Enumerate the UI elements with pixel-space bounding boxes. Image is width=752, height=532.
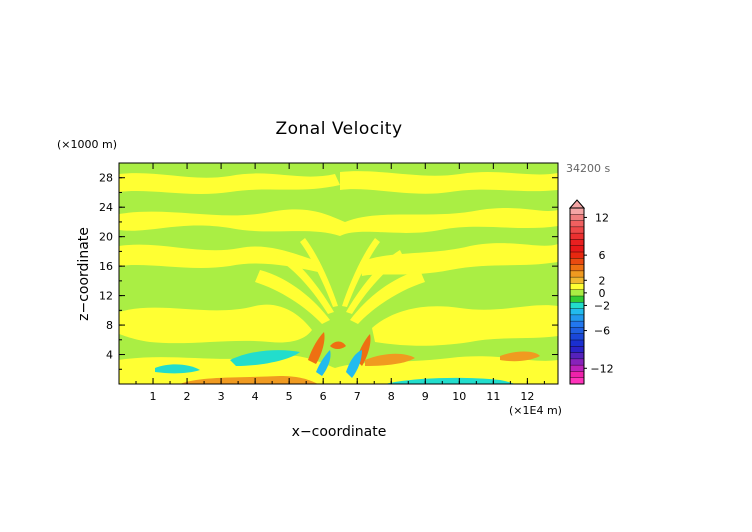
colorbar-swatch	[570, 377, 584, 385]
colorbar: 12 6 20−2 −6 −12	[568, 199, 614, 385]
y-axis: 4 8 12 16 20 24 28	[99, 172, 558, 370]
x-tick-label: 12	[520, 390, 534, 403]
colorbar-swatch	[570, 208, 584, 215]
contour-band	[119, 304, 312, 344]
field-background	[119, 163, 558, 384]
x-tick-label: 6	[320, 390, 327, 403]
y-tick-label: 12	[99, 290, 113, 303]
y-tick-label: 20	[99, 231, 113, 244]
colorbar-swatch	[570, 289, 584, 297]
colorbar-swatch	[570, 245, 584, 253]
contour-band	[180, 376, 318, 384]
heatmap-field	[119, 163, 558, 384]
colorbar-swatch	[570, 277, 584, 284]
colorbar-swatch	[570, 358, 584, 366]
colorbar-label: −6	[594, 325, 610, 338]
colorbar-swatch	[570, 314, 584, 322]
colorbar-label: 2	[599, 274, 606, 287]
colorbar-swatch	[570, 264, 584, 272]
colorbar-swatch	[570, 239, 584, 247]
x-axis: 1 2 3 4 5 6 7 8 9 10 11 12	[135, 163, 545, 403]
chart-title: Zonal Velocity	[275, 119, 402, 139]
contour-band	[500, 351, 540, 362]
y-tick-label: 24	[99, 201, 113, 214]
colorbar-swatch	[570, 283, 584, 291]
contour-band	[255, 270, 330, 324]
y-tick-label: 4	[106, 349, 113, 362]
y-tick-label: 28	[99, 172, 113, 185]
colorbar-frame	[569, 207, 585, 385]
colorbar-label: 0	[599, 287, 606, 300]
contour-band	[119, 244, 320, 272]
colorbar-swatch	[570, 365, 584, 372]
contour-band	[350, 270, 425, 324]
colorbar-swatch	[570, 252, 584, 259]
contour-band	[372, 305, 558, 346]
x-tick-label: 4	[252, 390, 259, 403]
contour-band	[330, 341, 346, 349]
contour-band	[276, 250, 334, 314]
contour-band	[119, 355, 558, 384]
contour-band	[365, 353, 415, 366]
x-tick-label: 10	[452, 390, 466, 403]
plot-frame	[118, 162, 559, 385]
colorbar-label: 12	[595, 211, 609, 224]
colorbar-swatch	[570, 371, 584, 379]
contour-band	[346, 350, 362, 378]
contour-band	[230, 350, 300, 366]
x-axis-unit: (×1E4 m)	[509, 404, 562, 417]
colorbar-label: −12	[590, 362, 613, 375]
colorbar-swatch	[570, 321, 584, 328]
x-tick-label: 7	[354, 390, 361, 403]
time-label: 34200 s	[566, 162, 610, 175]
colorbar-swatch	[570, 226, 584, 234]
x-tick-label: 8	[388, 390, 395, 403]
colorbar-swatch	[570, 270, 584, 278]
contour-band	[342, 238, 380, 307]
contour-band	[316, 350, 331, 376]
colorbar-swatch	[570, 233, 584, 240]
contour-band	[340, 171, 558, 194]
x-tick-label: 11	[486, 390, 500, 403]
colorbar-label: −2	[594, 299, 610, 312]
colorbar-label: 6	[599, 249, 606, 262]
colorbar-swatch	[570, 296, 584, 303]
x-tick-label: 3	[218, 390, 225, 403]
contour-band	[155, 364, 200, 374]
contour-band	[300, 238, 338, 307]
colorbar-swatch	[570, 258, 584, 265]
contour-band	[385, 377, 515, 384]
contour-band	[119, 208, 558, 236]
colorbar-swatch	[570, 352, 584, 360]
y-axis-unit: (×1000 m)	[57, 138, 117, 151]
y-tick-label: 8	[106, 319, 113, 332]
y-axis-title: z−coordinate	[76, 227, 92, 321]
colorbar-swatch	[570, 302, 584, 309]
colorbar-swatch	[570, 346, 584, 353]
colorbar-swatch	[570, 214, 584, 221]
colorbar-extend-triangle	[568, 199, 586, 209]
colorbar-swatch	[570, 327, 584, 335]
y-tick-label: 16	[99, 260, 113, 273]
colorbar-swatch	[570, 333, 584, 341]
x-tick-label: 5	[286, 390, 293, 403]
contour-band	[346, 250, 404, 314]
x-axis-title: x−coordinate	[292, 424, 387, 440]
x-tick-label: 2	[184, 390, 191, 403]
contour-band	[308, 332, 325, 364]
x-tick-label: 1	[150, 390, 157, 403]
colorbar-swatch	[570, 308, 584, 316]
contour-band	[360, 243, 558, 276]
colorbar-swatch	[570, 220, 584, 228]
x-tick-label: 9	[422, 390, 429, 403]
colorbar-swatch	[570, 340, 584, 347]
contour-band	[119, 173, 340, 194]
